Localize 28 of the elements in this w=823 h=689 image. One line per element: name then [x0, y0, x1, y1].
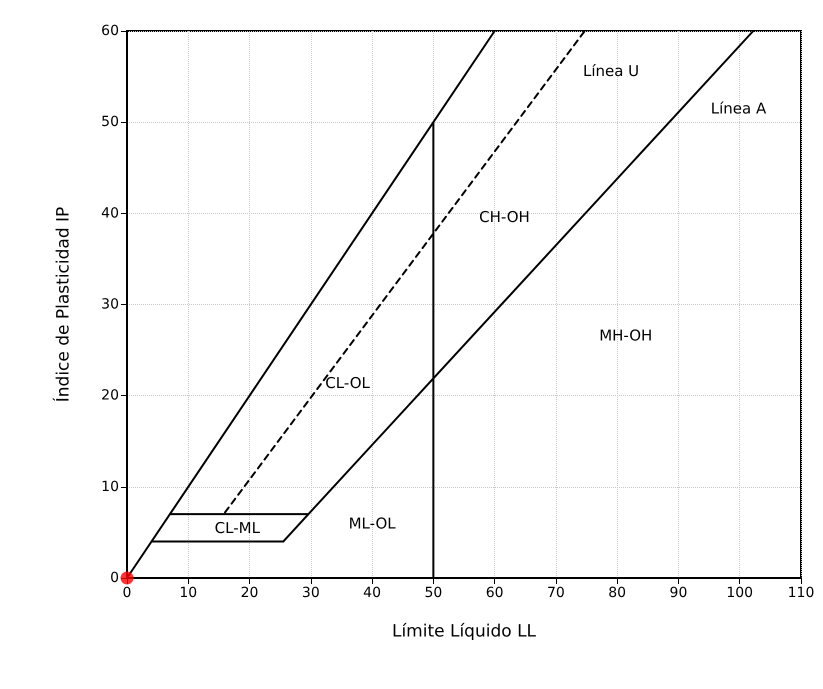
annotation: ML-OL: [348, 514, 396, 532]
x-tick-label: 40: [363, 585, 382, 601]
annotation: CH-OH: [479, 208, 530, 226]
x-tick-label: 50: [424, 585, 442, 601]
annotation: Línea U: [582, 62, 640, 80]
x-tick-label: 110: [788, 585, 814, 601]
y-tick-label: 50: [101, 114, 119, 130]
x-axis-title: Límite Líquido LL: [392, 622, 537, 642]
x-tick-label: 100: [726, 585, 754, 601]
annotation: CL-ML: [214, 518, 261, 537]
annotation: CL-OL: [325, 374, 371, 392]
y-tick-label: 30: [101, 296, 119, 312]
x-tick-label: 20: [240, 585, 258, 601]
y-tick-label: 10: [101, 478, 119, 495]
x-tick-label: 70: [546, 585, 565, 601]
x-tick-label: 30: [302, 585, 320, 601]
x-tick-label: 10: [179, 585, 198, 601]
annotation: MH-OH: [599, 326, 652, 344]
y-tick-label: 60: [101, 23, 119, 39]
y-tick-label: 0: [110, 570, 119, 586]
x-tick-label: 80: [608, 585, 626, 601]
annotation: Línea A: [710, 99, 767, 118]
x-tick-label: 0: [122, 585, 132, 601]
x-tick-label: 90: [670, 585, 688, 601]
y-tick-label: 20: [101, 388, 119, 404]
y-tick-label: 40: [101, 205, 119, 222]
x-tick-label: 60: [486, 585, 504, 601]
y-axis-title: Índice de Plasticidad IP: [52, 206, 74, 402]
